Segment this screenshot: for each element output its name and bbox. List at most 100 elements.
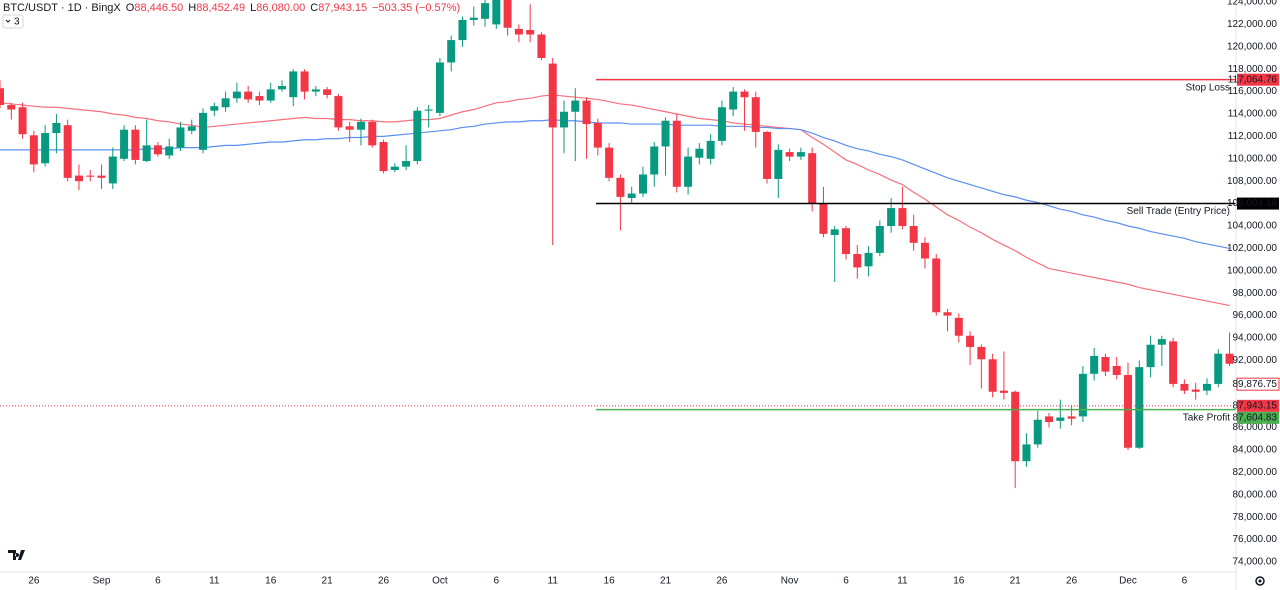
candle-body xyxy=(966,335,975,347)
x-tick-label: Nov xyxy=(781,576,799,587)
candle-body xyxy=(1056,417,1065,421)
candle-body xyxy=(571,100,580,112)
candle-body xyxy=(729,91,738,110)
candle-body xyxy=(458,19,467,41)
candle-body xyxy=(717,107,726,141)
candle-body xyxy=(774,149,783,179)
chevron[interactable] xyxy=(5,19,11,23)
candle-body xyxy=(311,89,320,92)
candle-body xyxy=(503,0,512,28)
candle-body xyxy=(943,312,952,316)
candle-body xyxy=(661,120,670,147)
x-tick-label: 11 xyxy=(209,576,220,587)
ohlc-value: 88,446.50 xyxy=(134,2,183,14)
candle-body xyxy=(684,156,693,187)
candle-body xyxy=(1135,367,1144,448)
candle-body xyxy=(7,105,16,110)
candle-body xyxy=(356,121,365,130)
candle-body xyxy=(323,89,332,95)
y-tick-label: 104,000.00 xyxy=(1227,221,1277,232)
settings-icon[interactable] xyxy=(1255,576,1265,586)
candle-body xyxy=(999,390,1008,393)
y-tick-label: 96,000.00 xyxy=(1233,310,1278,321)
candle-body xyxy=(695,148,704,158)
candle-body xyxy=(593,122,602,148)
gear-center[interactable] xyxy=(1258,579,1262,583)
y-tick-label: 86,000.00 xyxy=(1233,422,1278,433)
candle-body xyxy=(526,30,535,35)
x-tick-label: Dec xyxy=(1119,576,1137,587)
candle-body xyxy=(74,175,83,182)
y-tick-label: 116,000.00 xyxy=(1228,86,1278,97)
x-tick-label: 21 xyxy=(322,576,334,587)
ohlc-value: 87,943.15 xyxy=(318,2,367,14)
candle-body xyxy=(402,161,411,167)
candle-body xyxy=(165,146,174,156)
level-label: Sell Trade (Entry Price) xyxy=(1127,206,1230,217)
candle-body xyxy=(492,0,501,25)
candle-body xyxy=(210,106,219,111)
candle-body xyxy=(41,133,50,164)
candle-body xyxy=(255,96,264,101)
candle-body xyxy=(52,122,61,134)
candle-body xyxy=(86,175,95,177)
candle-body xyxy=(819,203,828,234)
candle-body xyxy=(289,71,298,98)
candle-body xyxy=(853,254,862,268)
candle-body xyxy=(142,145,151,162)
candle-body xyxy=(413,110,422,162)
candle-body xyxy=(29,135,38,165)
x-tick-label: 26 xyxy=(1066,576,1078,587)
x-tick-label: 6 xyxy=(494,576,500,587)
legend-header: BTC/USDT · 1D · BingX O88,446.50 H88,452.4… xyxy=(3,2,460,14)
price-box-label: 87,604.83 xyxy=(1233,412,1278,423)
candle-body xyxy=(1112,366,1121,375)
price-box xyxy=(1237,411,1279,424)
candle-body xyxy=(842,228,850,255)
candle-body xyxy=(627,193,636,199)
tv-logo[interactable] xyxy=(8,550,25,560)
price-box xyxy=(1236,377,1280,391)
candle-body xyxy=(1180,383,1189,391)
logo-shape[interactable] xyxy=(8,550,25,560)
price-box-label: 117,064.76 xyxy=(1228,74,1278,85)
candle-body xyxy=(954,317,963,336)
candle-body xyxy=(1022,444,1031,462)
indicator-toggle[interactable]: 3 xyxy=(2,14,24,29)
gear[interactable] xyxy=(1255,576,1265,586)
candle-body xyxy=(1101,357,1110,372)
price-box xyxy=(1237,399,1279,412)
candle-body xyxy=(548,63,557,128)
candle-body xyxy=(1011,391,1020,462)
candle-body xyxy=(1090,355,1099,374)
candle-body xyxy=(605,147,614,178)
candle-body xyxy=(1078,373,1087,417)
candle-body xyxy=(1157,339,1166,345)
candle-body xyxy=(424,109,433,111)
candle-body xyxy=(616,177,625,197)
toggle-box[interactable] xyxy=(2,14,24,29)
candle-body xyxy=(672,120,681,187)
x-tick-label: 21 xyxy=(660,576,672,587)
candle-body xyxy=(469,17,478,20)
indicator-count[interactable]: 3 xyxy=(14,17,20,28)
candle-body xyxy=(785,152,794,157)
candle-body xyxy=(751,97,760,132)
candle-body xyxy=(1146,344,1155,368)
price-box-label: 87,943.15 xyxy=(1233,400,1278,411)
candle-body xyxy=(390,166,399,171)
x-tick-label: 26 xyxy=(378,576,390,587)
x-tick-label: Oct xyxy=(432,576,448,587)
candle-body xyxy=(909,226,918,243)
price-box xyxy=(1237,197,1279,210)
candle-body xyxy=(763,131,772,179)
candle-body xyxy=(0,88,4,106)
symbol: BTC/USDT · 1D · BingX xyxy=(3,2,121,14)
candle-body xyxy=(830,229,839,235)
y-tick-label: 82,000.00 xyxy=(1233,467,1278,478)
candle-body xyxy=(977,346,986,360)
y-tick-label: 94,000.00 xyxy=(1233,333,1278,344)
candle-body xyxy=(560,111,568,128)
x-tick-label: 6 xyxy=(1182,576,1188,587)
